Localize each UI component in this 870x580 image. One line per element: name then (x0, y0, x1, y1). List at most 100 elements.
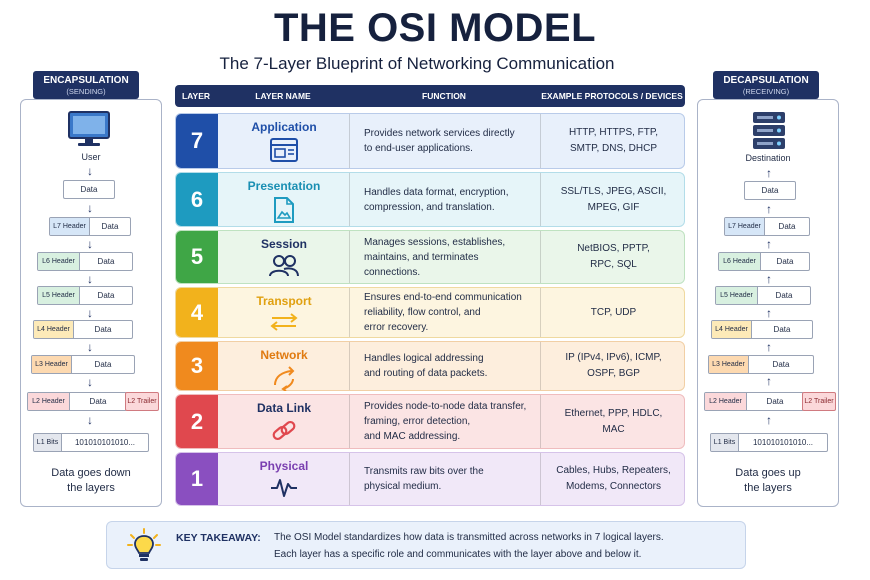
layer-function-cell: Manages sessions, establishes, maintains… (349, 231, 539, 283)
frame-payload: Data (772, 360, 790, 369)
routing-arrows-icon (220, 365, 348, 391)
l2-header: L2 Header (705, 393, 747, 410)
layer-name: Presentation (247, 179, 321, 193)
layer-function: Manages sessions, establishes, maintains… (364, 236, 506, 278)
decapsulation-heading: DECAPSULATION (RECEIVING) (713, 71, 819, 99)
l6-frame: L6 Header Data (37, 252, 133, 271)
layer-protocols-cell: HTTP, HTTPS, FTP, SMTP, DNS, DHCP (540, 114, 686, 168)
l7-frame: L7 Header Data (724, 217, 810, 236)
layer-name: Transport (256, 294, 312, 308)
layer-protocols-cell: IP (IPv4, IPv6), ICMP, OSPF, BGP (540, 342, 686, 390)
frame-payload: Data (773, 325, 791, 334)
l7-frame: L7 Header Data (49, 217, 131, 236)
l2-header: L2 Header (28, 393, 70, 410)
frame-payload: Data (776, 257, 794, 266)
frame-payload: Data (101, 222, 119, 231)
frame-payload: Data (766, 397, 784, 406)
l2-frame: L2 Header Data (27, 392, 127, 411)
frame-payload: Data (89, 397, 107, 406)
layer-name: Application (251, 120, 317, 134)
l3-frame: L3 Header Data (708, 355, 814, 374)
l1-bits-label: L1 Bits (711, 434, 739, 451)
key-takeaway-box: KEY TAKEAWAY: The OSI Model standardizes… (106, 521, 746, 569)
layer-protocols: TCP, UDP (590, 306, 637, 318)
encapsulation-panel: User ↓ Data ↓ L7 Header Data ↓ L6 Header… (20, 99, 162, 507)
layer-protocols-cell: Ethernet, PPP, HDLC, MAC (540, 395, 686, 448)
lightbulb-icon (127, 528, 161, 561)
column-header-layer-name: LAYER NAME (217, 85, 349, 107)
layer-function: Ensures end-to-end communication reliabi… (364, 292, 522, 333)
server-rack-icon (753, 112, 785, 149)
layer-number-badge: 2 (176, 395, 218, 448)
up-arrow-icon: ↑ (766, 166, 772, 180)
l3-header: L3 Header (32, 356, 72, 373)
layer-row-3: 3 Network Handles logical addressing and r… (175, 341, 685, 391)
layer-name: Network (260, 348, 308, 362)
layer-protocols: Ethernet, PPP, HDLC, MAC (564, 407, 663, 435)
signal-wave-icon (220, 476, 348, 500)
destination-label: Destination (745, 153, 791, 163)
l6-header: L6 Header (38, 253, 80, 270)
layer-protocols: NetBIOS, PPTP, RPC, SQL (577, 243, 650, 270)
image-file-icon (220, 196, 348, 224)
user-label: User (81, 152, 101, 162)
down-arrow-icon: ↓ (87, 272, 93, 286)
footer-line: the layers (67, 482, 115, 494)
layer-row-7: 7 Application Provides network services di… (175, 113, 685, 169)
up-arrow-icon: ↑ (766, 413, 772, 427)
frame-payload: Data (97, 257, 115, 266)
up-arrow-icon: ↑ (766, 374, 772, 388)
swap-arrows-icon (220, 311, 348, 333)
layer-row-5: 5 Session Manages sessions, establishes, m… (175, 230, 685, 284)
layer-number-badge: 1 (176, 453, 218, 505)
decapsulation-title: DECAPSULATION (723, 75, 809, 86)
takeaway-line-1: The OSI Model standardizes how data is t… (274, 532, 664, 543)
layer-row-2: 2 Data Link Provides node-to-node data tra… (175, 394, 685, 449)
browser-window-icon (220, 137, 348, 163)
down-arrow-icon: ↓ (87, 375, 93, 389)
l5-frame: L5 Header Data (715, 286, 811, 305)
l2-trailer: L2 Trailer (802, 392, 836, 411)
l6-header: L6 Header (719, 253, 761, 270)
layer-protocols: IP (IPv4, IPv6), ICMP, OSPF, BGP (565, 352, 662, 379)
l5-frame: L5 Header Data (37, 286, 133, 305)
layer-function-cell: Provides network services directly to en… (349, 114, 539, 168)
down-arrow-icon: ↓ (87, 306, 93, 320)
encapsulation-heading: ENCAPSULATION (SENDING) (33, 71, 139, 99)
takeaway-line-2: Each layer has a specific role and commu… (274, 549, 642, 560)
footer-line: Data goes down (51, 467, 131, 479)
l7-header: L7 Header (50, 218, 90, 235)
layer-name: Data Link (256, 401, 311, 415)
l1-bits-frame: L1 Bits 101010101010... (33, 433, 149, 452)
up-arrow-icon: ↑ (766, 202, 772, 216)
layer-row-1: 1 Physical Transmits raw bits over the phy… (175, 452, 685, 506)
layer-number-badge: 7 (176, 114, 218, 168)
layer-function: Handles logical addressing and routing o… (364, 353, 488, 379)
l4-frame: L4 Header Data (711, 320, 813, 339)
down-arrow-icon: ↓ (87, 413, 93, 427)
users-icon (220, 254, 348, 278)
layer-function: Handles data format, encryption, compres… (364, 186, 509, 213)
l3-frame: L3 Header Data (31, 355, 135, 374)
frame-payload: Data (94, 360, 112, 369)
l4-frame: L4 Header Data (33, 320, 133, 339)
layer-function: Transmits raw bits over the physical med… (364, 466, 484, 492)
l4-header: L4 Header (34, 321, 74, 338)
layer-protocols-cell: TCP, UDP (540, 288, 686, 337)
layer-row-6: 6 Presentation Handles data format, encryp… (175, 172, 685, 227)
down-arrow-icon: ↓ (87, 237, 93, 251)
l5-header: L5 Header (38, 287, 80, 304)
layer-number-badge: 4 (176, 288, 218, 337)
decapsulation-panel: Destination ↑ Data ↑ L7 Header Data ↑ L6… (697, 99, 839, 507)
encapsulation-title: ENCAPSULATION (43, 75, 129, 86)
layer-protocols-cell: Cables, Hubs, Repeaters, Modems, Connect… (540, 453, 686, 505)
layer-row-4: 4 Transport Ensures end-to-end communicati… (175, 287, 685, 338)
layer-function-cell: Provides node-to-node data transfer, fra… (349, 395, 539, 448)
layer-function-cell: Handles data format, encryption, compres… (349, 173, 539, 226)
l2-trailer: L2 Trailer (125, 392, 159, 411)
up-arrow-icon: ↑ (766, 340, 772, 354)
encapsulation-subtitle: (SENDING) (66, 87, 106, 96)
bits-value: 101010101010... (752, 438, 814, 447)
layer-name-cell: Transport (220, 288, 348, 337)
layer-function: Provides network services directly to en… (364, 128, 515, 154)
